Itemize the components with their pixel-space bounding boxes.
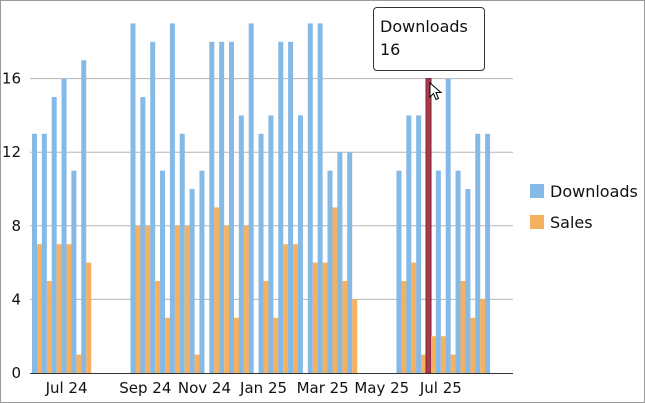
bar-downloads[interactable] (406, 115, 412, 374)
legend-swatch-downloads (530, 184, 544, 198)
bar-downloads[interactable] (150, 41, 156, 374)
bar-downloads[interactable] (307, 23, 313, 374)
y-tick-label: 0 (11, 364, 21, 382)
bar-sales[interactable] (224, 225, 230, 373)
bar-sales[interactable] (332, 207, 338, 373)
x-tick-label: Jul 24 (45, 379, 88, 397)
bar-downloads[interactable] (81, 60, 87, 373)
bar-sales[interactable] (66, 244, 72, 373)
bar-downloads[interactable] (209, 41, 215, 374)
bar-downloads[interactable] (435, 170, 441, 373)
bar-sales[interactable] (352, 299, 358, 373)
bar-downloads[interactable] (485, 133, 491, 373)
x-tick-label: Sep 24 (119, 379, 171, 397)
bar-downloads[interactable] (219, 41, 225, 374)
bar-sales[interactable] (401, 281, 407, 373)
legend-label-sales: Sales (550, 213, 593, 232)
bar-sales[interactable] (145, 225, 151, 373)
bar-downloads[interactable] (258, 133, 264, 373)
tooltip-value: 16 (380, 40, 401, 59)
bar-sales[interactable] (174, 225, 180, 373)
legend-swatch-sales (530, 215, 544, 229)
chart-tooltip: Downloads 16 (373, 7, 485, 71)
bar-sales[interactable] (293, 244, 299, 373)
bar-sales[interactable] (37, 244, 42, 373)
bar-sales[interactable] (273, 317, 279, 373)
bar-downloads[interactable] (169, 23, 175, 374)
bar-sales[interactable] (450, 354, 456, 373)
bar-downloads[interactable] (455, 170, 461, 373)
mouse-pointer-icon (429, 82, 443, 101)
bar-sales[interactable] (431, 336, 436, 373)
bar-downloads[interactable] (140, 97, 146, 373)
bar-sales[interactable] (460, 281, 466, 373)
bar-sales[interactable] (184, 225, 190, 373)
bar-downloads[interactable] (32, 133, 37, 373)
bar-sales[interactable] (46, 281, 52, 373)
bar-sales[interactable] (194, 354, 200, 373)
bar-downloads[interactable] (416, 115, 422, 374)
bar-downloads[interactable] (278, 41, 284, 374)
bar-sales[interactable] (411, 262, 417, 373)
bar-sales[interactable] (86, 262, 92, 373)
bar-downloads[interactable] (238, 115, 244, 374)
bar-sales[interactable] (421, 354, 427, 373)
bar-downloads[interactable] (396, 170, 402, 373)
legend-label-downloads: Downloads (550, 182, 638, 201)
bar-downloads[interactable] (189, 189, 195, 373)
bar-sales[interactable] (165, 317, 171, 373)
bar-downloads[interactable] (288, 41, 294, 374)
bar-sales[interactable] (342, 281, 348, 373)
bar-downloads[interactable] (445, 78, 451, 373)
bar-downloads[interactable] (229, 41, 234, 374)
y-tick-label: 16 (2, 70, 21, 88)
bar-sales[interactable] (135, 225, 141, 373)
bar-downloads[interactable] (475, 133, 481, 373)
y-tick-label: 12 (2, 143, 21, 161)
bar-downloads[interactable] (61, 78, 67, 373)
bar-sales[interactable] (155, 281, 161, 373)
bar-sales[interactable] (263, 281, 269, 373)
bar-sales[interactable] (440, 336, 446, 373)
x-tick-label: Nov 24 (178, 379, 231, 397)
bar-downloads[interactable] (130, 23, 136, 374)
bar-downloads[interactable] (347, 152, 353, 373)
bar-downloads[interactable] (317, 23, 323, 374)
bar-downloads[interactable] (297, 115, 303, 374)
bar-downloads[interactable] (71, 170, 77, 373)
x-tick-label: Jan 25 (239, 379, 287, 397)
tooltip-series-label: Downloads (380, 17, 468, 36)
bar-downloads[interactable] (199, 170, 205, 373)
y-tick-label: 4 (11, 290, 21, 308)
bar-sales[interactable] (322, 262, 328, 373)
x-tick-label: Mar 25 (297, 379, 349, 397)
bar-sales[interactable] (214, 207, 220, 373)
bar-downloads[interactable] (327, 170, 333, 373)
bar-sales[interactable] (312, 262, 318, 373)
y-tick-label: 8 (11, 217, 21, 235)
bar-downloads[interactable] (465, 189, 471, 373)
bar-downloads[interactable] (160, 170, 166, 373)
bar-sales[interactable] (283, 244, 289, 373)
bar-downloads[interactable] (41, 133, 47, 373)
bar-sales[interactable] (243, 225, 249, 373)
highlighted-bar[interactable] (425, 78, 432, 374)
bar-sales[interactable] (234, 317, 239, 373)
bar-sales[interactable] (470, 317, 476, 373)
bar-downloads[interactable] (248, 23, 254, 374)
bar-sales[interactable] (76, 354, 82, 373)
bar-downloads[interactable] (337, 152, 343, 373)
bar-downloads[interactable] (268, 115, 274, 374)
x-tick-label: Jul 25 (419, 379, 462, 397)
bar-sales[interactable] (480, 299, 486, 373)
bar-downloads[interactable] (51, 97, 57, 373)
x-tick-label: May 25 (354, 379, 409, 397)
bar-sales[interactable] (56, 244, 62, 373)
bar-downloads[interactable] (179, 133, 185, 373)
